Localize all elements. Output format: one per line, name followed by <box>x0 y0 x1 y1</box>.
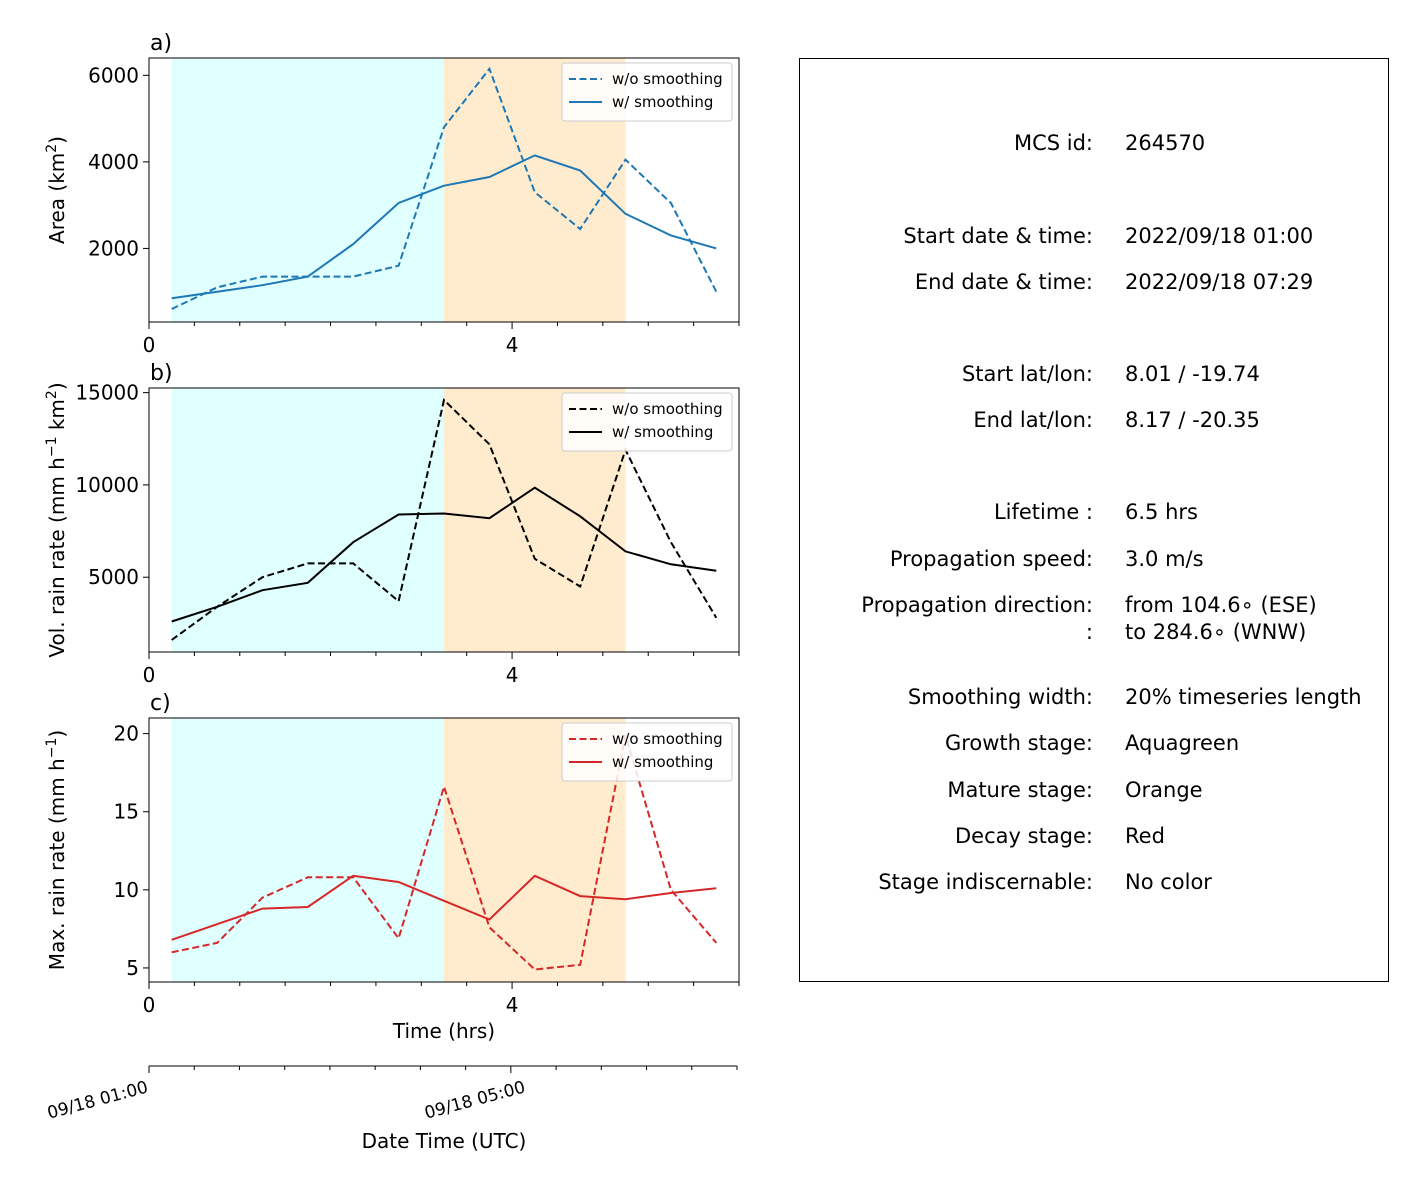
panel-2: 5000 10000 15000 0 4 b) Vol. rain rate (mm h−1… <box>44 361 740 687</box>
legend-label: w/ smoothing <box>612 423 713 441</box>
y-axis-label-part: Area (km <box>45 153 69 244</box>
series-line-smoothed <box>171 874 717 941</box>
legend-label: w/o smoothing <box>612 730 723 748</box>
panel-3: 5 10 15 20 0 4 c) Max. rain rate (mm h−1) w/o sm… <box>44 691 740 1043</box>
legend-label: w/ smoothing <box>612 753 713 771</box>
y-axis-label-superscript: −1 <box>44 437 60 458</box>
info-value-lifetime: 6.5 hrs <box>1125 500 1198 524</box>
series-line-raw <box>171 66 718 310</box>
date-axis-label: Date Time (UTC) <box>362 1129 527 1153</box>
info-value-end-time: 2022/09/18 07:29 <box>1125 270 1314 294</box>
info-label-direction: Propagation direction: <box>861 593 1093 617</box>
y-axis-label-part: Max. rain rate (mm h <box>45 758 69 970</box>
date-tick-label: 09/18 05:00 <box>422 1078 527 1124</box>
panel-1: 2000 4000 6000 0 4 a) Area (km2) w/o smoothing w… <box>44 31 740 357</box>
info-value-speed: 3.0 m/s <box>1125 547 1204 571</box>
y-axis-label-superscript: 2 <box>44 390 60 399</box>
y-axis-label: Area (km2) <box>44 136 69 244</box>
info-label-start-time: Start date & time: <box>903 224 1093 248</box>
info-label-growth: Growth stage: <box>944 731 1093 755</box>
x-tick-label: 4 <box>506 333 519 357</box>
info-label-smoothing: Smoothing width: <box>907 685 1093 709</box>
series-line-smoothed <box>171 486 717 623</box>
info-value-mcs-id: 264570 <box>1125 131 1206 155</box>
legend-label: w/o smoothing <box>612 70 723 88</box>
info-value-start-latlon: 8.01 / -19.74 <box>1125 362 1260 386</box>
info-label-mature: Mature stage: <box>947 778 1093 802</box>
info-value-mature: Orange <box>1125 778 1203 802</box>
stage-growth-shading <box>171 718 444 982</box>
y-axis-label-part: ) <box>45 136 69 144</box>
info-panel: MCS id: 264570 Start date & time: 2022/0… <box>799 58 1389 982</box>
info-value-smoothing: 20% timeseries length <box>1125 685 1362 709</box>
x-tick-label: 4 <box>506 993 519 1017</box>
y-tick-label: 10 <box>114 878 139 902</box>
info-value-direction-to: to 284.6∘ (WNW) <box>1125 620 1307 644</box>
plot-frame <box>148 57 740 323</box>
stage-growth-shading <box>171 58 444 322</box>
y-tick-label: 15 <box>114 800 139 824</box>
panel-label: b) <box>150 361 173 386</box>
legend-box <box>561 62 733 122</box>
info-value-indiscernable: No color <box>1125 870 1212 894</box>
y-tick-label: 4000 <box>88 150 139 174</box>
plot-frame <box>148 717 740 983</box>
info-label-lifetime: Lifetime : <box>993 500 1093 524</box>
info-value-decay: Red <box>1125 824 1165 848</box>
y-tick-label: 15000 <box>75 381 139 405</box>
info-label-decay: Decay stage: <box>955 824 1093 848</box>
x-tick-label: 0 <box>143 333 156 357</box>
panel-label: c) <box>150 691 171 716</box>
y-axis-label-part: Vol. rain rate (mm h <box>45 457 69 658</box>
info-value-growth: Aquagreen <box>1125 731 1240 755</box>
y-axis-label: Max. rain rate (mm h−1) <box>44 730 69 970</box>
stage-growth-shading <box>171 388 444 652</box>
info-label-end-latlon: End lat/lon: <box>973 408 1093 432</box>
date-axis: 09/18 01:00 09/18 05:00 Date Time (UTC) <box>45 1065 738 1153</box>
y-tick-label: 6000 <box>88 63 139 87</box>
info-value-start-time: 2022/09/18 01:00 <box>1125 224 1314 248</box>
x-tick-label: 0 <box>143 993 156 1017</box>
info-label-direction-cont: : <box>1085 620 1093 644</box>
y-axis-label-superscript: −1 <box>44 738 60 759</box>
x-tick-label: 0 <box>143 663 156 687</box>
y-axis-label-part: ) <box>45 382 69 390</box>
info-label-mcs-id: MCS id: <box>1013 131 1093 155</box>
plot-frame <box>148 387 740 653</box>
info-value-end-latlon: 8.17 / -20.35 <box>1125 408 1260 432</box>
legend-label: w/o smoothing <box>612 400 723 418</box>
x-axis-label: Time (hrs) <box>392 1019 495 1043</box>
series-line-smoothed <box>171 154 717 300</box>
legend-label: w/ smoothing <box>612 93 713 111</box>
legend-box <box>561 722 733 782</box>
y-axis-label-part: ) <box>45 730 69 738</box>
panel-label: a) <box>150 31 172 56</box>
info-label-speed: Propagation speed: <box>889 547 1093 571</box>
date-tick-label: 09/18 01:00 <box>45 1078 150 1124</box>
y-tick-label: 10000 <box>75 473 139 497</box>
info-label-start-latlon: Start lat/lon: <box>961 362 1093 386</box>
x-tick-label: 4 <box>506 663 519 687</box>
info-value-direction-from: from 104.6∘ (ESE) <box>1125 593 1317 617</box>
y-axis-label-superscript: 2 <box>44 144 60 153</box>
info-label-indiscernable: Stage indiscernable: <box>878 870 1093 894</box>
y-tick-label: 20 <box>114 722 139 746</box>
y-tick-label: 2000 <box>88 236 139 260</box>
y-tick-label: 5000 <box>88 565 139 589</box>
y-axis-label-part: km <box>45 399 69 436</box>
y-tick-label: 5 <box>126 956 139 980</box>
info-label-end-time: End date & time: <box>914 270 1093 294</box>
y-axis-label: Vol. rain rate (mm h−1 km2) <box>44 382 69 657</box>
legend-box <box>561 392 733 452</box>
